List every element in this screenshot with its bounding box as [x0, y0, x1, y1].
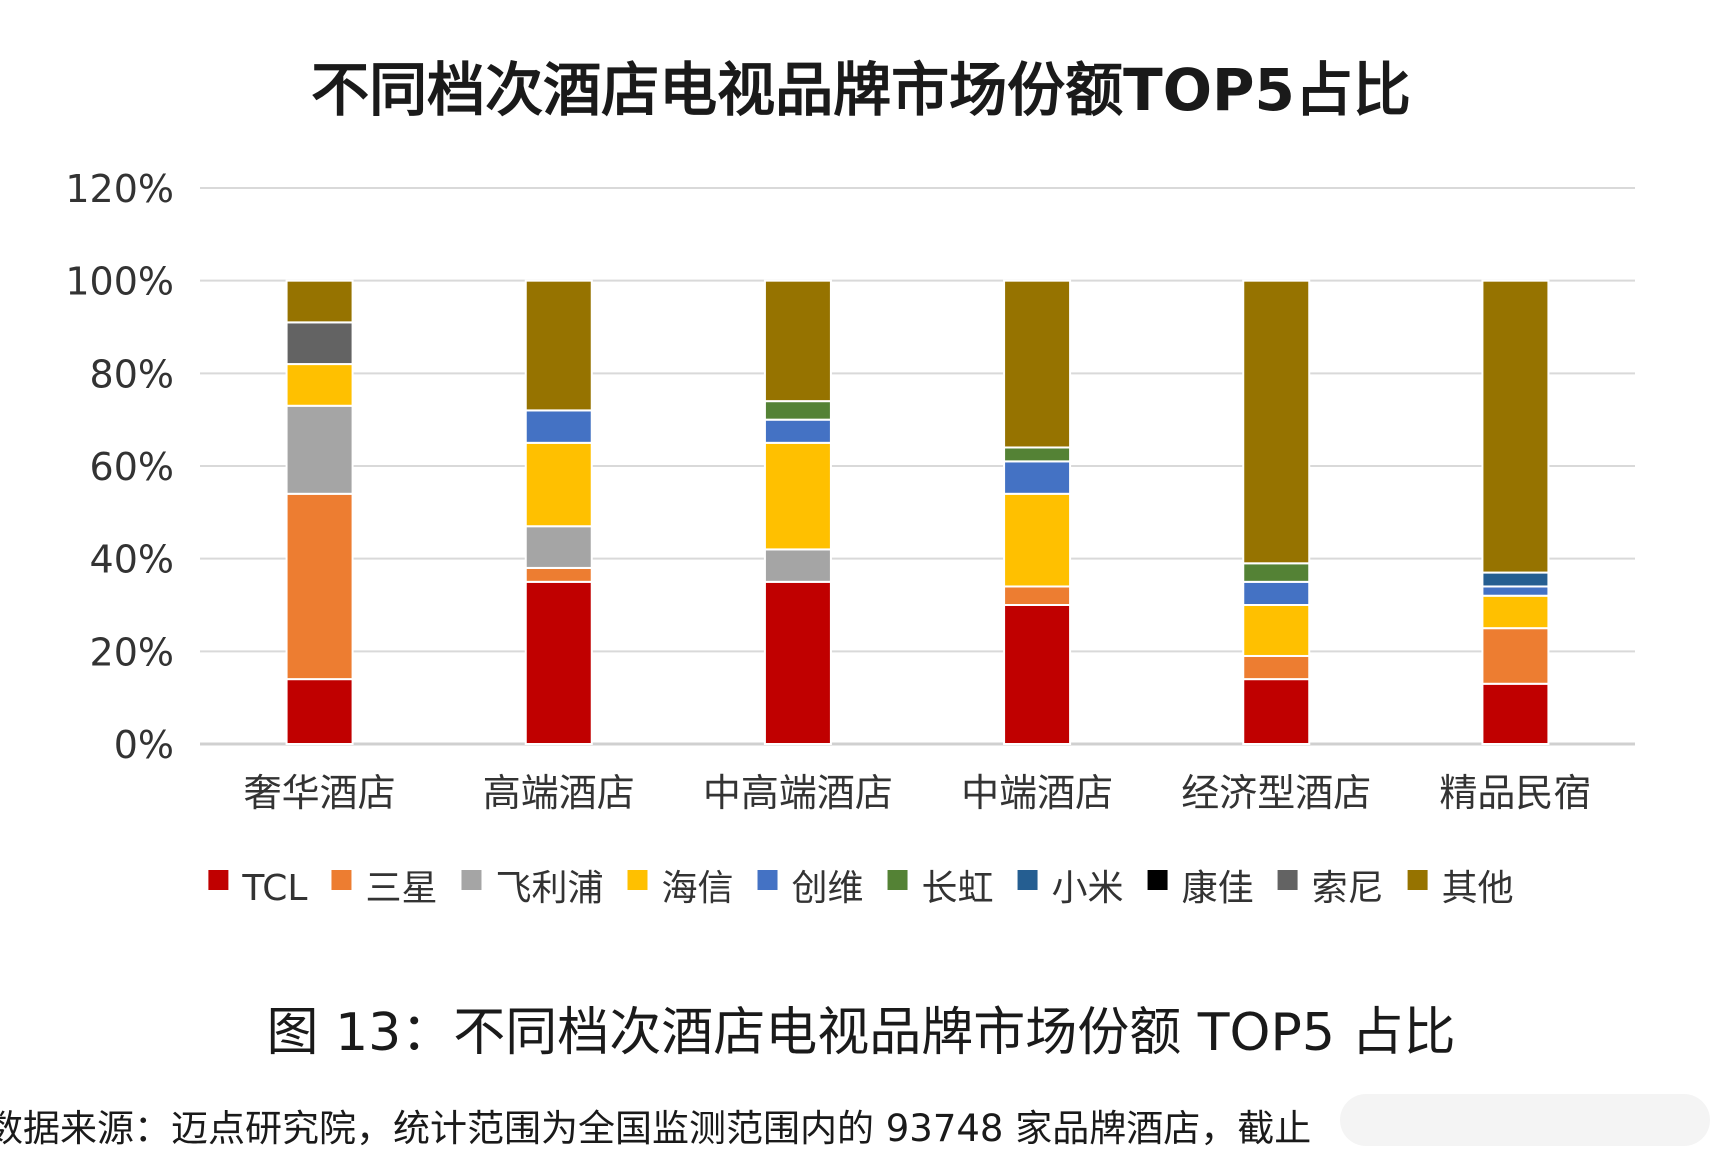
bar-segment: [1481, 571, 1550, 588]
legend-label: 小米: [1052, 868, 1124, 909]
bar-segment: [1481, 585, 1550, 597]
legend-swatch: [1407, 870, 1428, 890]
bar-segment: [1003, 585, 1072, 607]
bar-segment: [763, 279, 832, 403]
legend-swatch: [1017, 870, 1038, 890]
bar-segment: [1481, 594, 1550, 630]
bar-segment: [763, 548, 832, 583]
x-tick-label: 奢华酒店: [244, 771, 396, 815]
bar-segment: [1242, 580, 1311, 606]
legend-swatch: [887, 870, 908, 890]
legend-swatch: [208, 870, 229, 890]
bar-segment: [285, 404, 354, 495]
y-axis-ticks: 0% 20% 40% 60% 80% 100% 120%: [65, 167, 174, 767]
bar-segment: [285, 279, 354, 324]
source-note: 数据来源：迈点研究院，统计范围为全国监测范围内的 93748 家品牌酒店，截止: [0, 1107, 1312, 1150]
y-tick-label: 120%: [65, 167, 174, 211]
bar-segment: [763, 441, 832, 551]
legend-swatch: [1277, 870, 1298, 890]
bar-segment: [524, 566, 593, 583]
y-tick-label: 40%: [90, 538, 174, 582]
bar-segment: [763, 580, 832, 745]
bars: [285, 279, 1550, 746]
y-tick-label: 60%: [90, 445, 174, 489]
chart-title: 不同档次酒店电视品牌市场份额TOP5占比: [311, 56, 1411, 124]
x-tick-label: 中高端酒店: [703, 771, 893, 815]
legend-label: 长虹: [922, 868, 994, 909]
legend-swatch: [757, 870, 778, 890]
legend-label: 索尼: [1312, 868, 1384, 909]
bar-segment: [524, 279, 593, 412]
bar-segment: [1481, 627, 1550, 685]
bar-segment: [1242, 604, 1311, 657]
y-tick-label: 0%: [114, 723, 174, 767]
legend-swatch: [331, 870, 352, 890]
bar-segment: [1003, 279, 1072, 449]
bar-segment: [524, 525, 593, 569]
bar-segment: [285, 321, 354, 366]
bar-segment: [1242, 279, 1311, 565]
x-tick-label: 高端酒店: [483, 771, 635, 815]
bar-segment: [1481, 279, 1550, 574]
x-tick-label: 精品民宿: [1439, 771, 1591, 815]
y-tick-label: 20%: [90, 630, 174, 674]
bar-segment: [1481, 682, 1550, 745]
x-axis-ticks: 奢华酒店 高端酒店 中高端酒店 中端酒店 经济型酒店 精品民宿: [244, 771, 1592, 815]
x-tick-label: 经济型酒店: [1181, 771, 1371, 815]
bar-segment: [1003, 446, 1072, 463]
figure-caption: 图 13：不同档次酒店电视品牌市场份额 TOP5 占比: [266, 1003, 1456, 1063]
gridlines: [200, 187, 1635, 746]
bar-segment: [524, 580, 593, 745]
bar-segment: [1242, 678, 1311, 746]
bar-segment: [524, 441, 593, 528]
legend-label: 飞利浦: [495, 868, 603, 909]
bar-segment: [285, 363, 354, 407]
legend-swatch: [1147, 870, 1168, 890]
legend: TCL 三星 飞利浦 海信 创维 长虹 小米 康佳 索尼 其他: [208, 868, 1514, 909]
bar-segment: [763, 418, 832, 444]
legend-swatch: [627, 870, 648, 890]
stacked-bar-chart: 不同档次酒店电视品牌市场份额TOP5占比 0% 20% 40% 60% 80% 100% 1…: [65, 56, 1635, 909]
legend-label: 创维: [792, 868, 864, 909]
bar-segment: [1242, 654, 1311, 681]
legend-label: 其他: [1442, 868, 1514, 909]
watermark-overlay: [1340, 1094, 1710, 1146]
legend-label: 康佳: [1182, 868, 1254, 909]
bar-segment: [1003, 460, 1072, 495]
bar-segment: [763, 400, 832, 421]
y-tick-label: 80%: [90, 352, 174, 396]
bar-segment: [1003, 604, 1072, 745]
legend-label: TCL: [241, 868, 307, 909]
bar-segment: [285, 492, 354, 681]
bar-segment: [1003, 492, 1072, 588]
bar-segment: [1242, 562, 1311, 583]
legend-label: 海信: [662, 868, 734, 909]
bar-segment: [524, 409, 593, 444]
legend-label: 三星: [365, 868, 437, 909]
x-tick-label: 中端酒店: [961, 771, 1113, 815]
y-tick-label: 100%: [65, 260, 174, 304]
bar-segment: [285, 678, 354, 746]
legend-swatch: [461, 870, 482, 890]
